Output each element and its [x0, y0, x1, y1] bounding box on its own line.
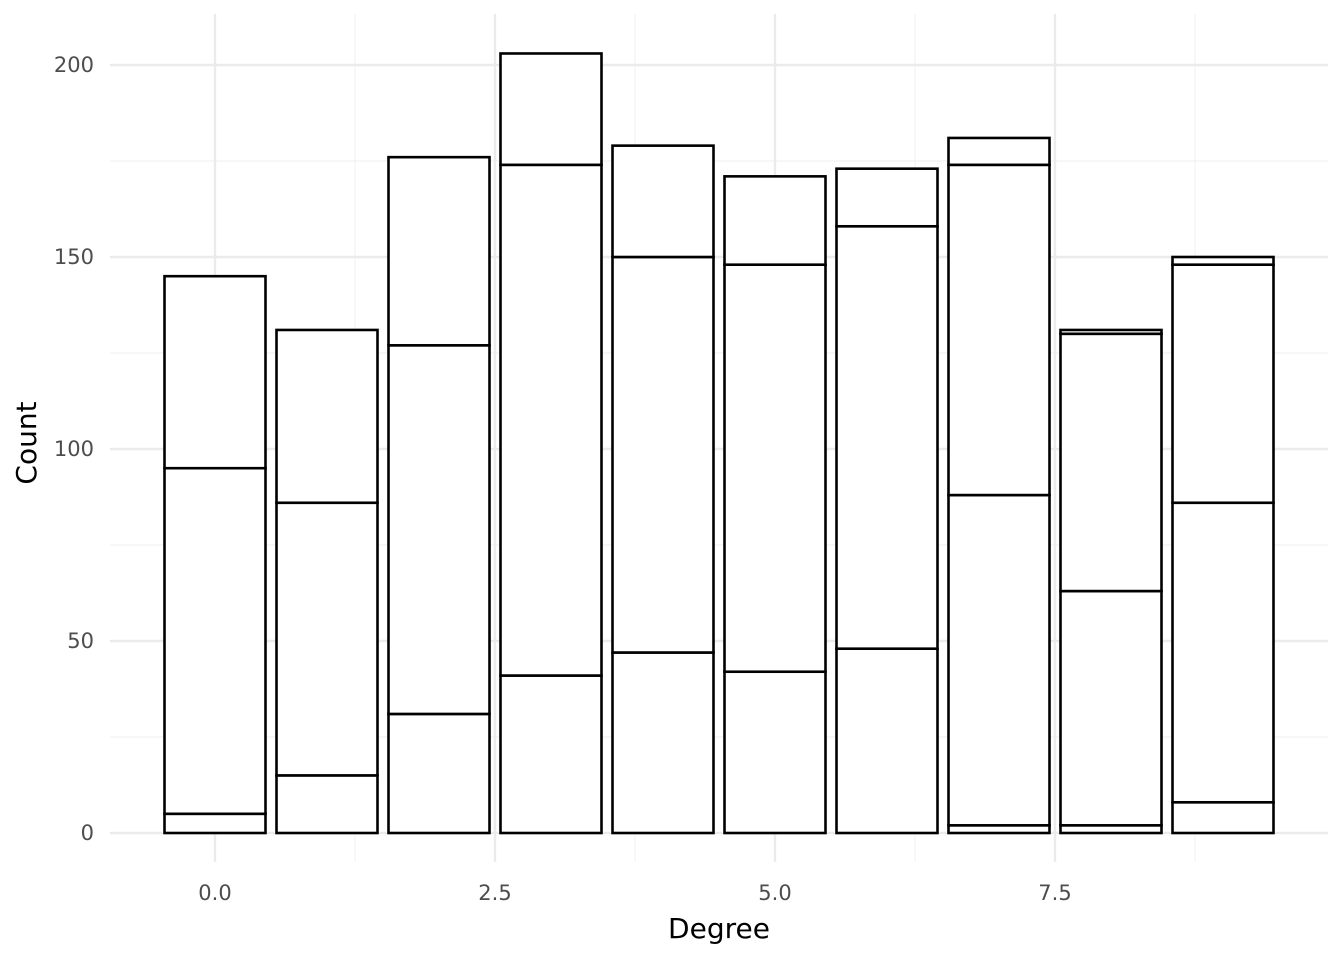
bar-segment	[275, 774, 379, 835]
bar-segment	[1059, 589, 1163, 827]
bar-segment	[275, 501, 379, 777]
bar-segment	[163, 812, 267, 835]
x-tick-label: 0.0	[198, 881, 231, 905]
bar-segment	[1171, 263, 1275, 505]
bar-segment	[947, 136, 1051, 167]
bar-segment	[835, 224, 939, 650]
x-tick-label: 5.0	[758, 881, 791, 905]
bar-segment	[1171, 255, 1275, 266]
bar-segment	[835, 167, 939, 228]
bar-segment	[835, 647, 939, 835]
y-tick-labels: 0 50 100 150 200	[54, 53, 94, 845]
x-axis-title: Degree	[668, 912, 770, 945]
bar-segment	[387, 344, 491, 716]
bar-segment	[499, 163, 603, 677]
bar-segment	[723, 175, 827, 266]
bar-segment	[387, 155, 491, 347]
y-tick-label: 50	[67, 629, 94, 653]
bar-segment	[723, 670, 827, 835]
bar-segment	[387, 712, 491, 835]
bar-segment	[499, 52, 603, 167]
y-axis-title: Count	[10, 401, 43, 484]
y-tick-label: 0	[81, 821, 94, 845]
y-tick-label: 100	[54, 437, 94, 461]
x-tick-label: 7.5	[1038, 881, 1071, 905]
x-tick-label: 2.5	[478, 881, 511, 905]
bar-segment	[1171, 501, 1275, 804]
bar-segment	[1171, 800, 1275, 835]
bar-segment	[611, 144, 715, 259]
y-tick-label: 150	[54, 245, 94, 269]
bar-segment	[611, 651, 715, 835]
x-tick-labels: 0.0 2.5 5.0 7.5	[198, 881, 1071, 905]
bar-segment	[499, 674, 603, 835]
bar-segment	[1059, 328, 1163, 336]
bar-segment	[723, 263, 827, 674]
bar-segment	[1059, 332, 1163, 593]
bar-segment	[947, 493, 1051, 827]
y-tick-label: 200	[54, 53, 94, 77]
bar-segment	[163, 466, 267, 816]
bar-segment	[611, 255, 715, 654]
bar-segment	[275, 328, 379, 505]
bar-segment	[947, 163, 1051, 497]
bar-segment	[163, 274, 267, 470]
bars	[163, 52, 1275, 835]
